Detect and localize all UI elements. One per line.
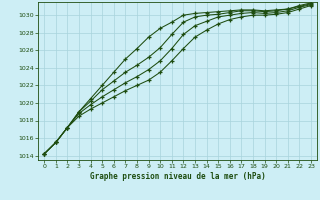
X-axis label: Graphe pression niveau de la mer (hPa): Graphe pression niveau de la mer (hPa) bbox=[90, 172, 266, 181]
